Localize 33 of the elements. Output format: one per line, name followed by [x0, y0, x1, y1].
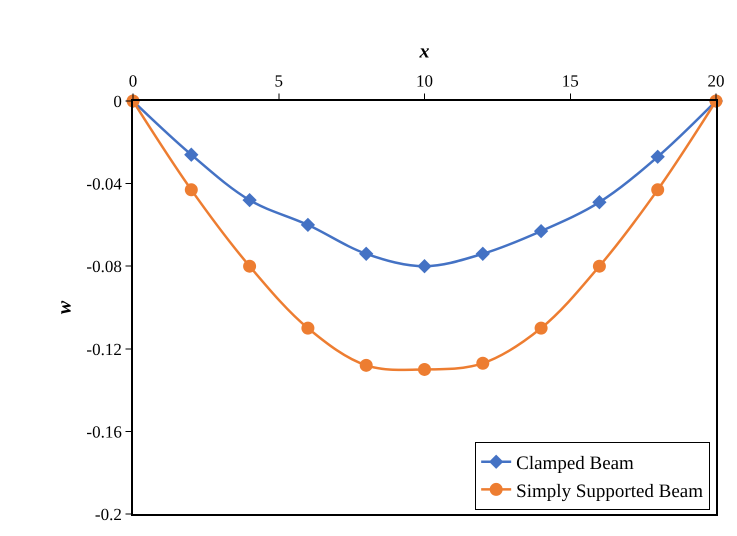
point	[651, 183, 664, 196]
y-tick-label: -0.16	[86, 422, 122, 442]
x-tick-label: 0	[128, 71, 138, 90]
x-tick-label: 20	[708, 71, 724, 90]
y-tick-label: -0.08	[86, 257, 122, 276]
point	[360, 358, 373, 372]
x-tick-label: 10	[416, 71, 433, 90]
point	[534, 224, 548, 238]
point	[650, 150, 665, 164]
point	[301, 322, 314, 335]
point	[476, 246, 490, 261]
point	[300, 218, 316, 232]
point	[534, 322, 548, 335]
x-tick-label: 15	[562, 71, 579, 90]
y-axis-title: w	[53, 300, 76, 314]
legend-label: Simply Supported Beam	[516, 480, 704, 502]
legend-label: Clamped Beam	[516, 453, 634, 474]
y-tick-label: 0	[113, 92, 122, 111]
point	[592, 195, 607, 210]
point	[243, 260, 256, 273]
y-tick-label: -0.2	[94, 504, 122, 524]
point	[184, 148, 198, 162]
point	[242, 192, 257, 208]
y-tick-label: -0.12	[86, 340, 122, 359]
x-tick-label: 5	[274, 71, 283, 90]
point	[592, 260, 606, 273]
point	[184, 183, 198, 196]
y-tick-label: -0.04	[86, 174, 122, 194]
x-axis-title: x	[418, 40, 430, 62]
point	[418, 362, 431, 376]
point	[359, 246, 374, 261]
point	[417, 259, 432, 274]
point	[476, 356, 490, 370]
